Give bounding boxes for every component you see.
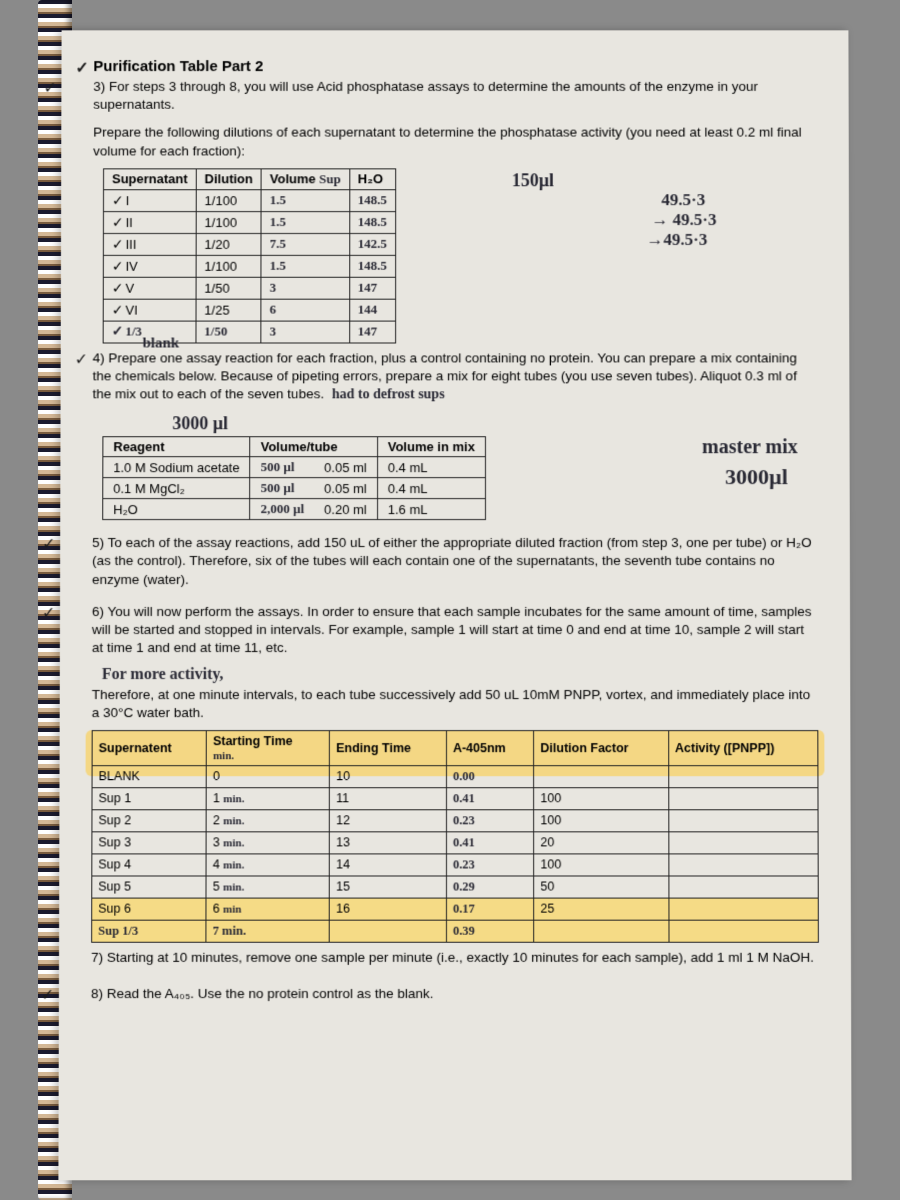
step7-text: 7) Starting at 10 minutes, remove one sa… bbox=[91, 949, 819, 967]
h2o-150-note: 150µl bbox=[512, 170, 554, 191]
col-reagent: Reagent bbox=[103, 437, 250, 457]
table-row: VI1/256144 bbox=[103, 299, 395, 321]
table-row: IV1/1001.5148.5 bbox=[103, 255, 395, 277]
table-row-extra: Sup 1/37 min.0.39 bbox=[92, 920, 819, 942]
step6-text: 6) You will now perform the assays. In o… bbox=[92, 603, 818, 658]
dilution-intro: Prepare the following dilutions of each … bbox=[93, 124, 817, 160]
master-mix-note: master mix bbox=[702, 436, 798, 459]
step5-text: 5) To each of the assay reactions, add 1… bbox=[92, 534, 818, 589]
table-row: V1/503147 bbox=[103, 277, 395, 299]
col-activity: Activity ([PNPP]) bbox=[668, 731, 817, 766]
table-row: Sup 22 min.120.23100 bbox=[92, 810, 818, 832]
table-row: Sup 44 min.140.23100 bbox=[92, 854, 818, 876]
col-end: Ending Time bbox=[330, 731, 447, 766]
col-start: Starting Timemin. bbox=[206, 731, 329, 766]
table-row: Sup 55 min.150.2950 bbox=[92, 876, 818, 898]
table-row: 1.0 M Sodium acetate500 µl0.05 ml0.4 mL bbox=[103, 457, 486, 478]
col-voltube: Volume/tube bbox=[250, 437, 377, 457]
col-h2o: H₂O bbox=[349, 169, 395, 190]
step6-therefore: Therefore, at one minute intervals, to e… bbox=[92, 686, 819, 722]
table-row: I1/1001.5148.5 bbox=[103, 190, 395, 212]
table-row: II1/1001.5148.5 bbox=[103, 211, 395, 233]
dilution-table: Supernatant Dilution Volume Sup H₂O I1/1… bbox=[103, 168, 396, 343]
table-row: III1/207.5142.5 bbox=[103, 233, 395, 255]
table-row: Sup 11 min.110.41100 bbox=[92, 788, 818, 810]
table-row: BLANK0100.00 bbox=[92, 766, 818, 788]
page-title: Purification Table Part 2 bbox=[93, 58, 816, 75]
col-volume: Volume Sup bbox=[261, 169, 349, 190]
reagent-table: Reagent Volume/tube Volume in mix 1.0 M … bbox=[102, 436, 486, 520]
note-3000: 3000 µl bbox=[172, 413, 817, 434]
assay-table: Supernatent Starting Timemin. Ending Tim… bbox=[91, 730, 819, 943]
col-dilfactor: Dilution Factor bbox=[534, 731, 669, 766]
step8-text: 8) Read the A₄₀₅. Use the no protein con… bbox=[91, 985, 819, 1003]
side-calc-2: → 49.5·3 bbox=[651, 210, 716, 230]
step3-text: 3) For steps 3 through 8, you will use A… bbox=[93, 78, 817, 114]
col-supernatent: Supernatent bbox=[92, 731, 206, 766]
worksheet-page: Purification Table Part 2 3) For steps 3… bbox=[58, 30, 851, 1180]
mm-3000-note: 3000µl bbox=[725, 464, 788, 490]
col-dilution: Dilution bbox=[196, 169, 261, 190]
activity-note: For more activity, bbox=[102, 666, 818, 684]
defrost-note: had to defrost sups bbox=[332, 388, 445, 403]
col-supernatant: Supernatant bbox=[104, 169, 197, 190]
col-a405: A-405nm bbox=[446, 731, 534, 766]
table-row: Sup 66 min160.1725 bbox=[92, 898, 819, 920]
table-row: 0.1 M MgCl₂500 µl0.05 ml0.4 mL bbox=[103, 478, 486, 499]
side-calc-1: 49.5·3 bbox=[661, 190, 705, 210]
col-volmix: Volume in mix bbox=[377, 437, 485, 457]
table-row: Sup 33 min.130.4120 bbox=[92, 832, 818, 854]
table-row: H₂O2,000 µl0.20 ml1.6 mL bbox=[103, 499, 486, 520]
step4-text: 4) Prepare one assay reaction for each f… bbox=[93, 349, 818, 405]
side-calc-3: →49.5·3 bbox=[646, 230, 707, 250]
